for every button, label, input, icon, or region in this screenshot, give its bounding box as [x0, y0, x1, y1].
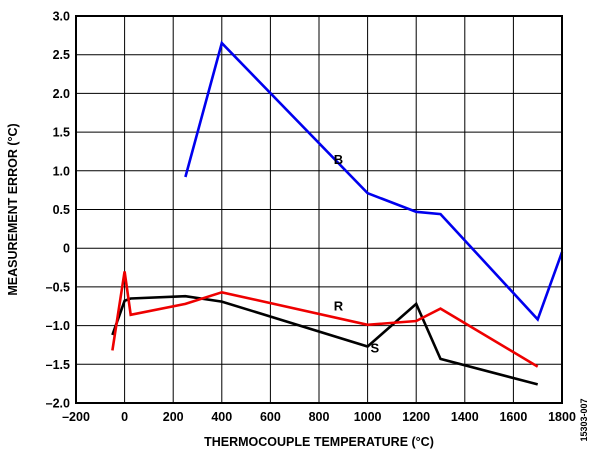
- x-tick-label: 1400: [451, 410, 479, 424]
- y-tick-label: 3.0: [53, 10, 70, 24]
- x-tick-label: 200: [163, 410, 184, 424]
- series-label-b: B: [334, 152, 343, 167]
- series-line-s: [111, 294, 539, 386]
- series-annotations: B R S: [334, 152, 380, 355]
- y-tick-label: –1.0: [46, 319, 70, 333]
- x-tick-label: 0: [121, 410, 128, 424]
- x-tick-label: 1800: [548, 410, 576, 424]
- plot-frame: [75, 15, 563, 404]
- series-line-r: [111, 271, 539, 368]
- series-label-s: S: [371, 340, 380, 355]
- x-tick-label: 400: [211, 410, 232, 424]
- series-label-r: R: [334, 298, 344, 313]
- series-lines: [111, 40, 564, 386]
- y-tick-label: –2.0: [46, 397, 70, 411]
- x-tick-label: 800: [309, 410, 330, 424]
- y-tick-label: 2.0: [53, 87, 70, 101]
- x-tick-label: 1600: [499, 410, 527, 424]
- y-tick-label: –1.5: [46, 358, 70, 372]
- y-tick-label: 1.5: [53, 126, 70, 140]
- x-tick-labels: –200 0 200 400 600 800 1000 1200 1400 1600 1800: [62, 410, 576, 424]
- y-tick-label: 2.5: [53, 48, 70, 62]
- x-tick-label: –200: [62, 410, 90, 424]
- x-tick-label: 1200: [402, 410, 430, 424]
- x-tick-label: 1000: [354, 410, 382, 424]
- y-tick-label: 0.5: [53, 203, 70, 217]
- series-line-b: [184, 40, 564, 322]
- x-axis-title: THERMOCOUPLE TEMPERATURE (°C): [204, 435, 434, 449]
- y-tick-label: –0.5: [46, 280, 70, 294]
- y-axis-title: MEASUREMENT ERROR (°C): [6, 123, 20, 295]
- y-tick-labels: –2.0 –1.5 –1.0 –0.5 0 0.5 1.0 1.5 2.0 2.5 3.0: [46, 10, 70, 411]
- figure-id: 15303-007: [579, 398, 589, 441]
- y-tick-label: 0: [63, 242, 70, 256]
- y-tick-label: 1.0: [53, 164, 70, 178]
- x-tick-label: 600: [260, 410, 281, 424]
- grid: [75, 15, 563, 404]
